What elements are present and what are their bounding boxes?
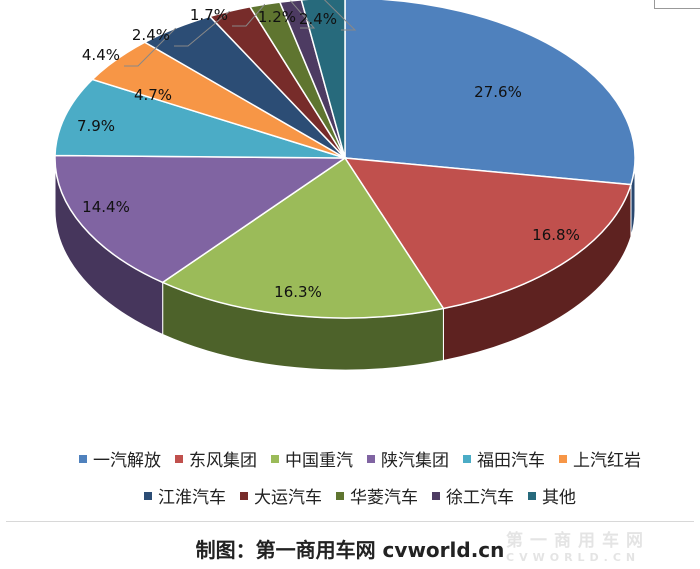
legend-swatch: [432, 491, 440, 500]
legend-item: 大运汽车: [240, 483, 322, 508]
legend-label: 大运汽车: [254, 488, 322, 508]
pie-slice-5: [54, 78, 346, 159]
data-label-10: 1.2%: [258, 8, 296, 26]
leader-line-10: [290, 0, 316, 29]
data-label-2: 16.8%: [532, 226, 580, 244]
legend-label: 东风集团: [189, 451, 257, 471]
legend-label: 上汽红岩: [573, 451, 641, 471]
data-label-8: 2.4%: [132, 26, 170, 44]
pie-chart: 27.6% 16.8% 16.3% 14.4% 7.9% 4.7% 4.4% 2.4% 1.7%…: [54, 0, 636, 371]
legend-item: 东风集团: [175, 446, 257, 471]
legend-swatch: [528, 491, 536, 500]
data-label-9: 1.7%: [190, 6, 228, 24]
footer-credit: 制图：第一商用车网 cvworld.cn: [195, 538, 505, 562]
legend-label: 中国重汽: [285, 451, 353, 471]
legend-swatch: [271, 454, 279, 463]
corner-frame: [654, 0, 700, 9]
legend-item: 中国重汽: [271, 446, 353, 471]
legend-item: 徐工汽车: [432, 483, 514, 508]
legend-item: 上汽红岩: [559, 446, 641, 471]
legend: 一汽解放 东风集团 中国重汽 陕汽集团 福田汽车 上汽红岩 江淮汽车 大运汽车 华菱汽车 徐工汽…: [40, 446, 680, 520]
data-label-6: 4.7%: [134, 86, 172, 104]
pie-slice-2: [343, 157, 632, 310]
legend-label: 徐工汽车: [446, 488, 514, 508]
legend-label: 江淮汽车: [158, 488, 226, 508]
legend-item: 江淮汽车: [144, 483, 226, 508]
data-labels: 27.6% 16.8% 16.3% 14.4% 7.9% 4.7% 4.4% 2.4% 1.7%…: [77, 6, 580, 301]
legend-item: 其他: [528, 483, 576, 508]
leader-line-11: [323, 0, 357, 31]
legend-row: 一汽解放 东风集团 中国重汽 陕汽集团 福田汽车 上汽红岩: [40, 446, 680, 471]
legend-item: 陕汽集团: [367, 446, 449, 471]
data-label-3: 16.3%: [274, 283, 322, 301]
legend-item: 华菱汽车: [336, 483, 418, 508]
pie-slice-11: [300, 0, 346, 159]
data-label-4: 14.4%: [82, 198, 130, 216]
legend-item: 福田汽车: [463, 446, 545, 471]
leader-line-7: [124, 27, 177, 67]
legend-swatch: [367, 454, 375, 463]
legend-swatch: [175, 454, 183, 463]
data-label-1: 27.6%: [474, 83, 522, 101]
legend-label: 陕汽集团: [381, 451, 449, 471]
pie-slices: [54, 0, 636, 319]
legend-label: 一汽解放: [93, 451, 161, 471]
legend-swatch: [144, 491, 152, 500]
legend-swatch: [79, 454, 87, 463]
data-label-5: 7.9%: [77, 117, 115, 135]
pie-slice-1: [344, 0, 636, 186]
leader-lines: [124, 0, 357, 67]
watermark-logo: 第一商用车网 CVWORLD.CN: [506, 526, 686, 564]
data-label-11: 2.4%: [299, 10, 337, 28]
legend-swatch: [336, 491, 344, 500]
leader-line-9: [232, 3, 266, 27]
pie-slice-10: [278, 0, 346, 159]
watermark-text: 第一商用车网: [506, 531, 650, 551]
footer-divider: [6, 521, 694, 522]
legend-row: 江淮汽车 大运汽车 华菱汽车 徐工汽车 其他: [40, 483, 680, 508]
legend-item: 一汽解放: [79, 446, 161, 471]
legend-label: 福田汽车: [477, 451, 545, 471]
legend-label: 其他: [542, 488, 576, 508]
legend-swatch: [463, 454, 471, 463]
data-label-7: 4.4%: [82, 46, 120, 64]
legend-swatch: [240, 491, 248, 500]
pie-slice-4: [54, 154, 348, 284]
watermark-subtext: CVWORLD.CN: [506, 551, 641, 564]
leader-line-8: [174, 10, 230, 47]
legend-swatch: [559, 454, 567, 463]
legend-label: 华菱汽车: [350, 488, 418, 508]
pie-slice-3: [161, 156, 445, 319]
